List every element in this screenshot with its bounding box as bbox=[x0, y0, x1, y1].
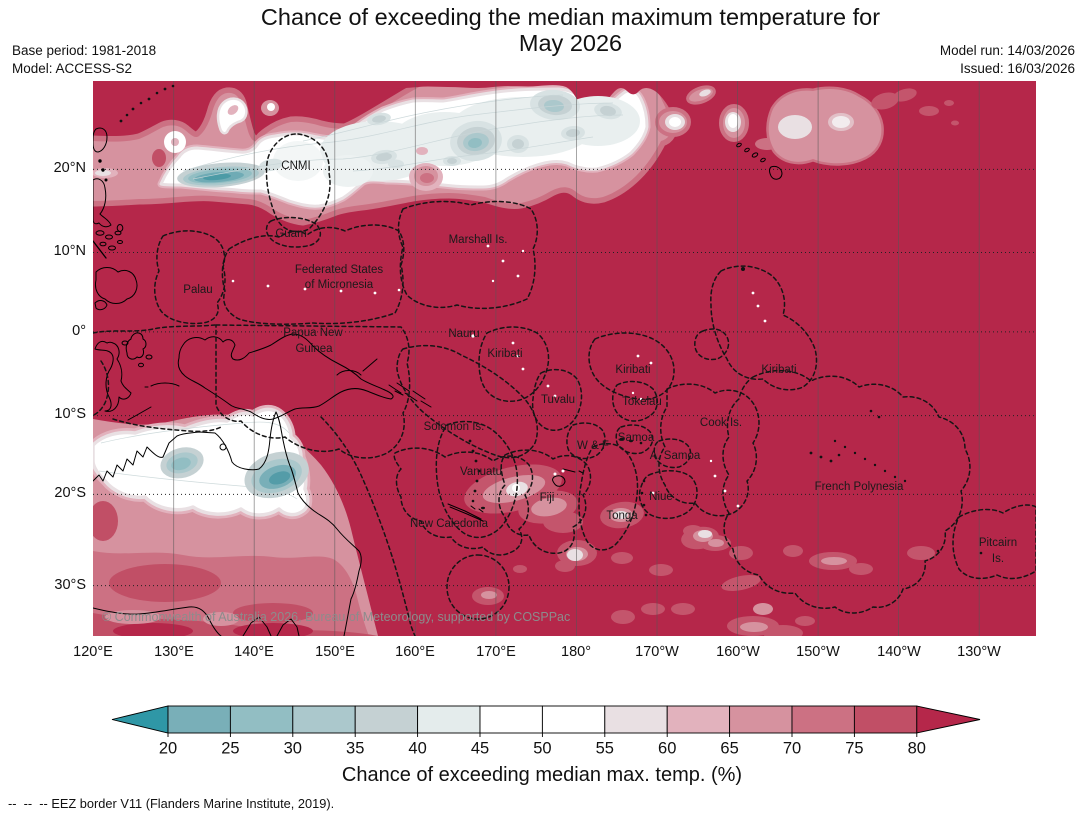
svg-text:Palau: Palau bbox=[183, 284, 212, 296]
svg-text:Tokelau: Tokelau bbox=[622, 396, 662, 408]
svg-text:© Commonwealth of Australia 20: © Commonwealth of Australia 2026, Bureau… bbox=[102, 610, 570, 624]
svg-text:Vanuatu: Vanuatu bbox=[460, 466, 502, 478]
svg-text:CNMI: CNMI bbox=[281, 160, 310, 172]
svg-text:40: 40 bbox=[408, 740, 426, 758]
svg-text:Solomon Is.: Solomon Is. bbox=[424, 421, 485, 433]
svg-text:65: 65 bbox=[720, 740, 738, 758]
svg-text:Pitcairn: Pitcairn bbox=[979, 537, 1017, 549]
svg-text:25: 25 bbox=[221, 740, 239, 758]
svg-text:Kiribati: Kiribati bbox=[615, 364, 650, 376]
svg-text:Is.: Is. bbox=[992, 553, 1004, 565]
svg-text:Kiribati: Kiribati bbox=[761, 364, 796, 376]
svg-text:Marshall Is.: Marshall Is. bbox=[449, 234, 508, 246]
svg-text:Papua New: Papua New bbox=[283, 327, 343, 339]
svg-text:W & F: W & F bbox=[577, 440, 609, 452]
svg-text:French Polynesia: French Polynesia bbox=[815, 481, 904, 493]
svg-text:Nauru: Nauru bbox=[448, 328, 479, 340]
svg-text:Fiji: Fiji bbox=[540, 492, 555, 504]
svg-text:Cook Is.: Cook Is. bbox=[700, 417, 742, 429]
svg-text:Federated States: Federated States bbox=[295, 264, 383, 276]
svg-text:30: 30 bbox=[284, 740, 302, 758]
svg-text:75: 75 bbox=[845, 740, 863, 758]
svg-text:55: 55 bbox=[596, 740, 614, 758]
svg-text:Guam: Guam bbox=[275, 228, 306, 240]
svg-text:Tonga: Tonga bbox=[606, 510, 638, 522]
svg-text:35: 35 bbox=[346, 740, 364, 758]
svg-text:Guinea: Guinea bbox=[295, 343, 333, 355]
svg-text:of Micronesia: of Micronesia bbox=[305, 279, 374, 291]
svg-text:Tuvalu: Tuvalu bbox=[541, 394, 575, 406]
svg-text:45: 45 bbox=[471, 740, 489, 758]
svg-text:20: 20 bbox=[159, 740, 177, 758]
svg-text:New Caledonia: New Caledonia bbox=[410, 518, 489, 530]
svg-text:60: 60 bbox=[658, 740, 676, 758]
svg-text:80: 80 bbox=[908, 740, 926, 758]
svg-text:Chance of exceeding median max: Chance of exceeding median max. temp. (%… bbox=[342, 764, 742, 786]
svg-text:Samoa: Samoa bbox=[618, 432, 655, 444]
svg-text:50: 50 bbox=[533, 740, 551, 758]
svg-text:A. Samoa: A. Samoa bbox=[650, 450, 701, 462]
svg-text:70: 70 bbox=[783, 740, 801, 758]
svg-text:Kiribati: Kiribati bbox=[487, 348, 522, 360]
svg-text:Niue: Niue bbox=[649, 491, 673, 503]
